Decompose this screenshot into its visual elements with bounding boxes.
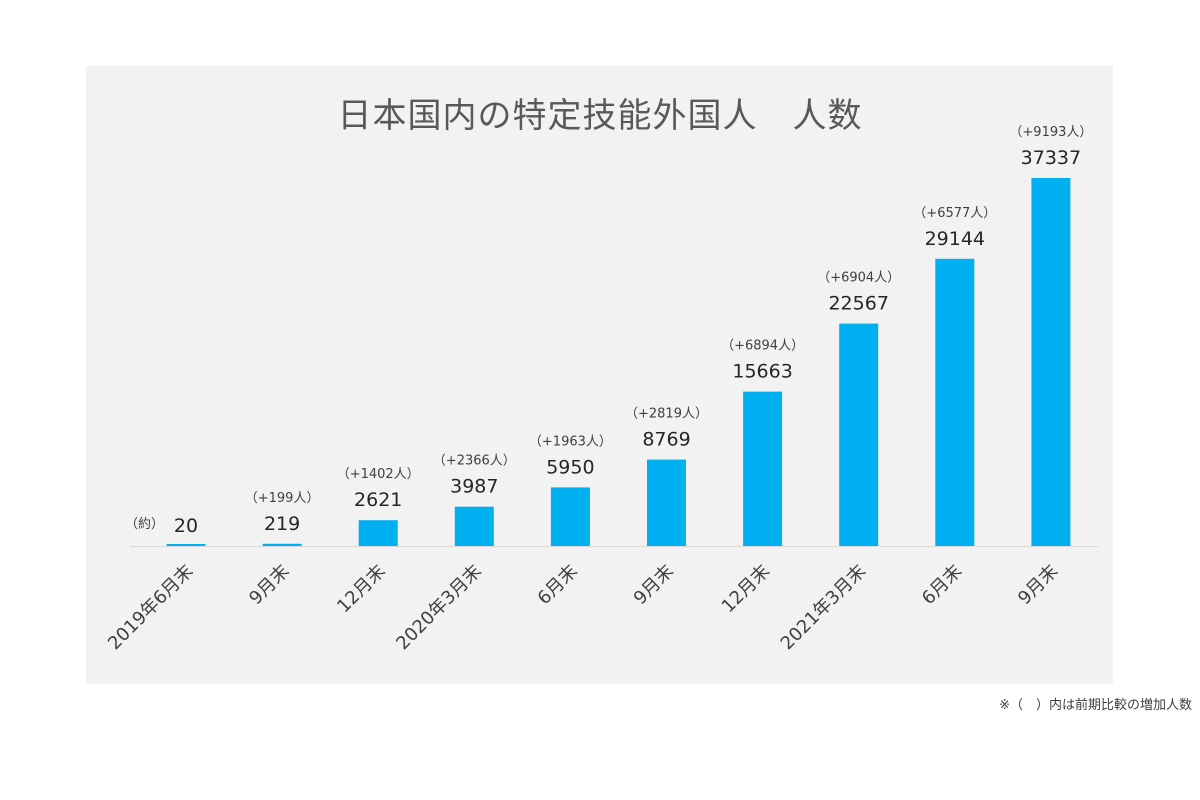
x-tick-label: 9月末 [630,561,678,609]
data-label: 5950 [546,456,594,478]
bar [743,391,783,546]
bar [839,323,879,546]
bars-group [166,178,1071,546]
bar [358,520,398,546]
x-tick-label: 2021年3月末 [777,561,871,655]
bar [935,258,975,546]
labels-group: （約） 20 （+199人） 219 （+1402人） 2621 （+2366人） 3987 （… [125,125,1092,537]
delta-label: （+1402人） [337,467,420,482]
bar [550,487,590,546]
data-label: 20 [174,515,198,537]
data-label: 37337 [1021,147,1081,169]
data-label: 15663 [732,361,792,383]
bar [262,543,302,546]
bar [1031,178,1071,546]
chart-title: 日本国内の特定技能外国人 人数 [337,96,863,136]
delta-label: （+6904人） [817,271,900,286]
delta-label: （+2819人） [625,407,708,422]
delta-label: （約） [125,517,164,532]
data-label: 219 [264,513,300,535]
footnote: ※（ ）内は前期比較の増加人数 [999,698,1192,713]
bar [454,506,494,546]
x-tick-label: 9月末 [245,561,293,609]
delta-label: （+1963人） [529,434,612,449]
x-tick-label: 9月末 [1014,561,1062,609]
data-label: 22567 [828,293,888,315]
x-tick-label: 2019年6月末 [104,561,198,655]
x-tick-label: 2020年3月末 [392,561,486,655]
x-tick-label: 6月末 [918,561,966,609]
data-label: 2621 [354,489,402,511]
x-tick-label: 6月末 [534,561,582,609]
delta-label: （+2366人） [433,454,516,469]
x-tick-label: 12月末 [718,561,775,618]
delta-label: （+199人） [245,491,320,506]
data-label: 3987 [450,476,498,498]
x-tick-label: 12月末 [333,561,390,618]
data-label: 29144 [925,228,985,250]
delta-label: （+6577人） [913,206,996,221]
bar [647,459,686,546]
tick-labels-group: 2019年6月末 9月末 12月末 2020年3月末 6月末 9月末 12月末 2021年3月… [104,561,1062,655]
delta-label: （+9193人） [1009,125,1092,140]
data-label: 8769 [642,429,690,451]
bar [166,544,206,546]
delta-label: （+6894人） [721,339,804,354]
